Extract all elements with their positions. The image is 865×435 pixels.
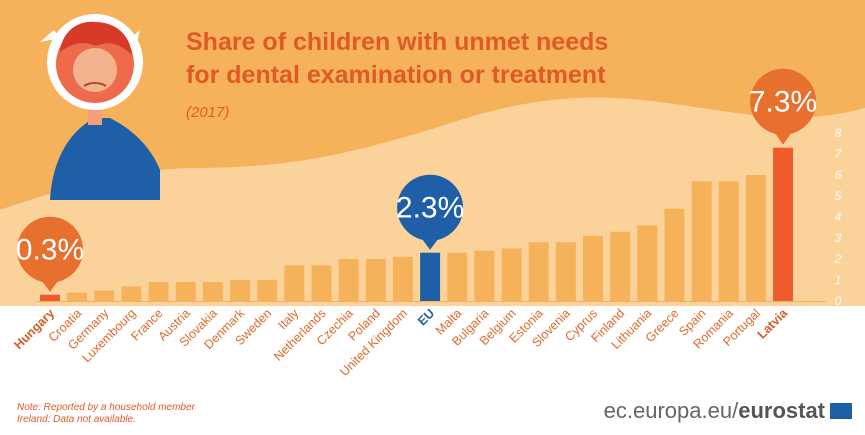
brand-domain: ec.europa.eu/: [603, 398, 739, 423]
callouts: 0.3% 2.3% 7.3%: [16, 68, 817, 292]
bar-belgium: [501, 248, 522, 301]
eu-flag-icon: [830, 403, 852, 419]
bar-croatia: [67, 292, 88, 301]
y-tick-label: 7: [835, 147, 843, 161]
y-tick-label: 2: [834, 252, 842, 266]
y-tick-label: 1: [835, 273, 842, 287]
callout-max-pointer: [774, 131, 793, 145]
callout-eu: 2.3%: [396, 174, 464, 250]
footnote: Note: Reported by a household member Ire…: [17, 402, 195, 426]
bar-estonia: [528, 242, 549, 301]
bar-slovakia: [202, 282, 223, 301]
bar-netherlands: [311, 265, 332, 301]
bar-denmark: [230, 280, 251, 301]
y-tick-label: 5: [835, 189, 842, 203]
bar-portugal: [745, 175, 766, 301]
x-tick-label: Latvia: [755, 305, 791, 341]
brand-name: eurostat: [738, 398, 825, 423]
bar-sweden: [257, 280, 278, 301]
chart-title-line1: Share of children with unmet needs: [186, 28, 608, 56]
bar-united-kingdom: [392, 256, 413, 301]
brand-wordmark: ec.europa.eu/eurostat: [604, 398, 825, 424]
bar-latvia: [773, 147, 794, 301]
bar-finland: [610, 231, 631, 301]
bar-slovenia: [555, 242, 576, 301]
y-tick-label: 3: [835, 231, 842, 245]
callout-min-pointer: [41, 279, 59, 292]
background-wave: [0, 0, 865, 210]
y-tick-label: 0: [835, 294, 842, 308]
note-line-1: Note: Reported by a household member: [17, 402, 195, 413]
bar-austria: [175, 282, 196, 301]
chart-title-line2: for dental examination or treatment: [186, 61, 606, 89]
bar-greece: [664, 208, 685, 301]
note-line-2: Ireland: Data not available.: [17, 414, 136, 425]
callout-max-circle: [750, 68, 817, 135]
callout-min-label: 0.3%: [16, 234, 84, 267]
callout-min-circle: [17, 216, 83, 283]
bar-poland: [365, 259, 386, 301]
bar-eu: [420, 252, 441, 301]
bar-hungary: [40, 294, 60, 301]
bar-romania: [718, 181, 739, 301]
chart-subtitle: (2017): [186, 104, 229, 121]
bar-czechia: [338, 259, 359, 301]
bar-bulgaria: [474, 250, 495, 301]
bar-italy: [284, 265, 305, 301]
bar-luxembourg: [121, 286, 142, 301]
callout-eu-circle: [397, 174, 464, 241]
callout-max-label: 7.3%: [749, 86, 817, 119]
bar-lithuania: [637, 225, 658, 301]
x-axis: HungaryCroatiaGermanyLuxembourgFranceAus…: [11, 305, 791, 379]
child-illustration: [40, 14, 160, 200]
x-tick-label: EU: [415, 306, 437, 328]
callout-eu-pointer: [421, 237, 440, 250]
callout-eu-label: 2.3%: [396, 192, 464, 225]
callout-max: 7.3%: [749, 68, 817, 145]
y-tick-label: 6: [835, 168, 842, 182]
y-tick-label: 8: [835, 126, 842, 140]
bar-france: [148, 282, 169, 301]
bar-spain: [691, 181, 712, 301]
bar-cyprus: [583, 235, 603, 301]
bar-germany: [94, 290, 115, 301]
y-axis: 0 1 2 3 4 5 6 7 8: [834, 126, 843, 308]
y-tick-label: 4: [835, 210, 842, 224]
bar-series: [36, 147, 826, 302]
callout-min: 0.3%: [16, 216, 84, 292]
bar-malta: [447, 252, 468, 301]
